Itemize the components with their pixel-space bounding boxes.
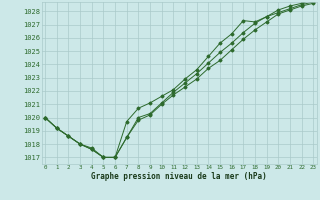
X-axis label: Graphe pression niveau de la mer (hPa): Graphe pression niveau de la mer (hPa) [91,172,267,181]
